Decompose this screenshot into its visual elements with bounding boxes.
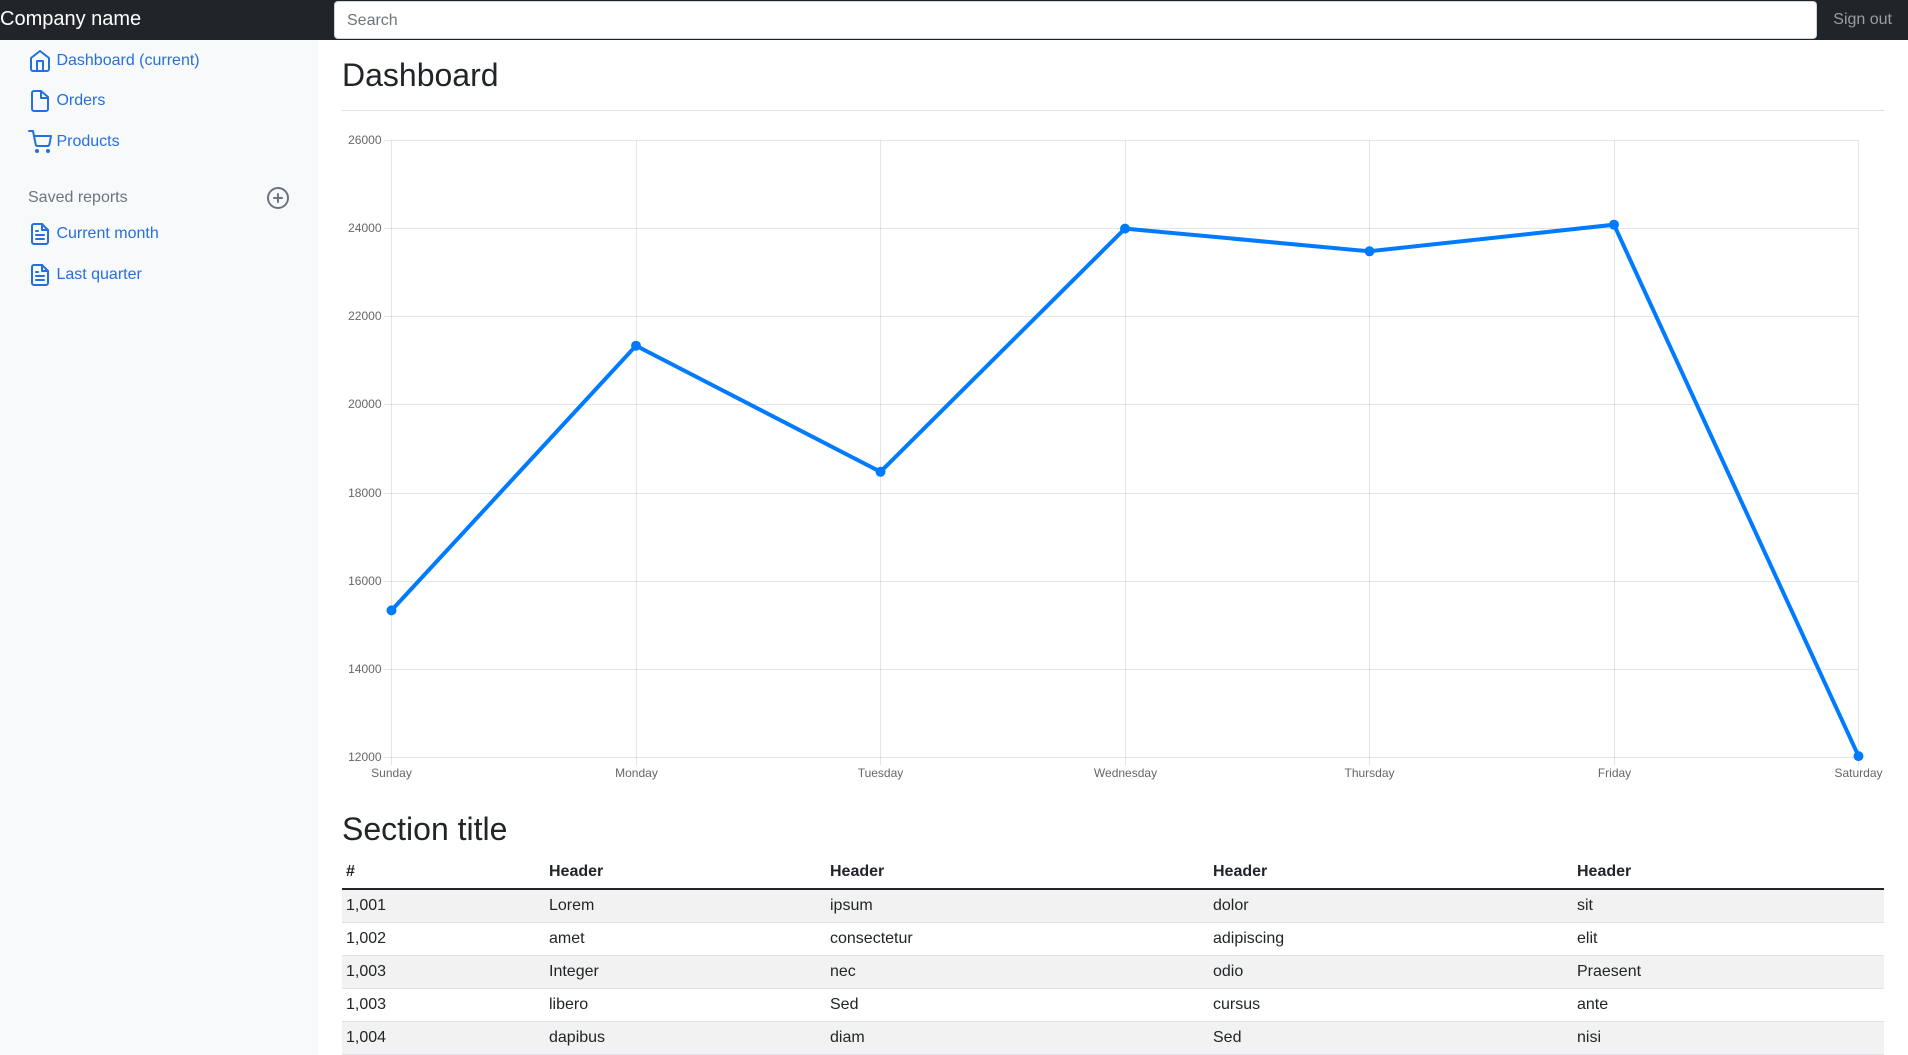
svg-text:Thursday: Thursday — [1344, 766, 1394, 780]
svg-text:Wednesday: Wednesday — [1094, 766, 1157, 780]
svg-text:18000: 18000 — [348, 486, 382, 500]
svg-text:Tuesday: Tuesday — [858, 766, 904, 780]
svg-text:24000: 24000 — [348, 221, 382, 235]
svg-text:20000: 20000 — [348, 397, 382, 411]
svg-text:14000: 14000 — [348, 662, 382, 676]
svg-text:Friday: Friday — [1598, 766, 1631, 780]
svg-text:Saturday: Saturday — [1834, 766, 1882, 780]
svg-text:Sunday: Sunday — [371, 766, 412, 780]
svg-text:12000: 12000 — [348, 750, 382, 764]
svg-text:16000: 16000 — [348, 574, 382, 588]
svg-text:22000: 22000 — [348, 309, 382, 323]
svg-text:Monday: Monday — [615, 766, 658, 780]
svg-text:26000: 26000 — [348, 135, 382, 147]
